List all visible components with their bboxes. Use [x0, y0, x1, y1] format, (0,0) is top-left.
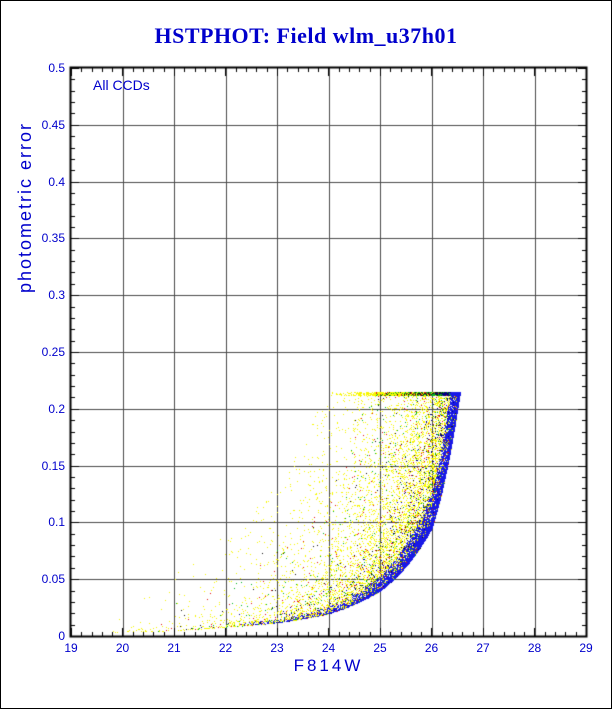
y-tick-label: 0.5 [48, 61, 65, 75]
all-ccds-annotation: All CCDs [93, 77, 150, 93]
x-tick-label: 26 [424, 641, 439, 655]
chart-title: HSTPHOT: Field wlm_u37h01 [154, 23, 458, 48]
y-tick-label: 0.1 [48, 515, 65, 530]
x-tick-label: 21 [167, 641, 181, 655]
x-tick-label: 22 [218, 641, 233, 655]
y-tick-label: 0.15 [41, 458, 65, 473]
x-axis-label: F814W [293, 656, 364, 675]
y-tick-label: 0.4 [48, 174, 65, 189]
y-tick-label: 0.3 [48, 288, 65, 303]
y-axis-label: photometric error [15, 121, 35, 293]
y-tick-label: 0.35 [41, 231, 65, 246]
y-tick-label: 0.45 [41, 117, 65, 132]
x-tick-label: 28 [527, 641, 542, 655]
x-tick-label: 27 [476, 641, 490, 655]
y-tick-label: 0.25 [41, 345, 65, 359]
x-tick-label: 29 [579, 641, 593, 655]
y-tick-label: 0.05 [41, 572, 65, 587]
x-tick-label: 19 [64, 641, 78, 655]
y-tick-label: 0 [58, 629, 65, 643]
x-tick-label: 25 [373, 641, 387, 655]
x-tick-label: 24 [321, 641, 336, 655]
x-tick-label: 20 [115, 641, 130, 655]
x-tick-label: 23 [270, 641, 284, 655]
y-tick-label: 0.2 [48, 401, 65, 416]
